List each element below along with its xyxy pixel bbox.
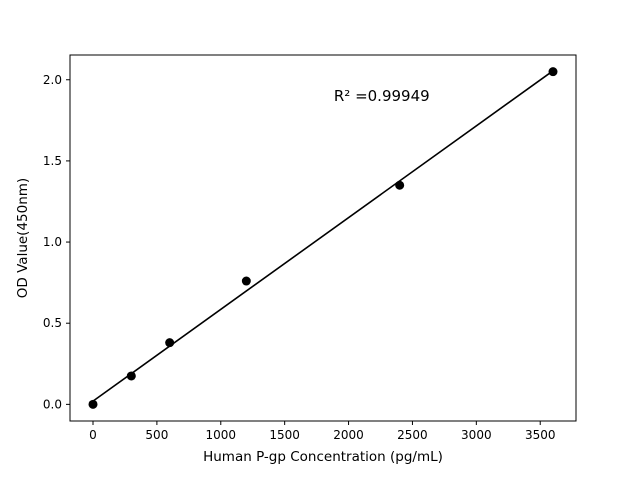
x-tick-label: 3000 <box>461 428 492 442</box>
x-tick-label: 1000 <box>206 428 237 442</box>
data-point <box>395 180 405 190</box>
x-tick-label: 2000 <box>333 428 364 442</box>
y-axis-label: OD Value(450nm) <box>15 178 31 298</box>
x-tick-label: 0 <box>89 428 97 442</box>
y-tick-label: 0.0 <box>43 397 62 411</box>
y-tick-label: 1.5 <box>43 154 62 168</box>
fit-line <box>92 70 554 402</box>
data-point <box>165 338 175 348</box>
y-tick-label: 2.0 <box>43 73 62 87</box>
x-axis-label: Human P-gp Concentration (pg/mL) <box>203 449 443 465</box>
x-tick-label: 2500 <box>397 428 428 442</box>
x-tick-label: 500 <box>145 428 168 442</box>
data-point <box>548 67 558 77</box>
y-tick-label: 1.0 <box>43 235 62 249</box>
plot-area <box>69 54 577 422</box>
x-tick-label: 3500 <box>525 428 556 442</box>
data-point <box>88 399 98 409</box>
r-squared-annotation: R² =0.99949 <box>334 87 430 105</box>
y-tick-label: 0.5 <box>43 316 62 330</box>
data-point <box>241 276 251 286</box>
x-tick-label: 1500 <box>269 428 300 442</box>
data-point <box>126 371 136 381</box>
